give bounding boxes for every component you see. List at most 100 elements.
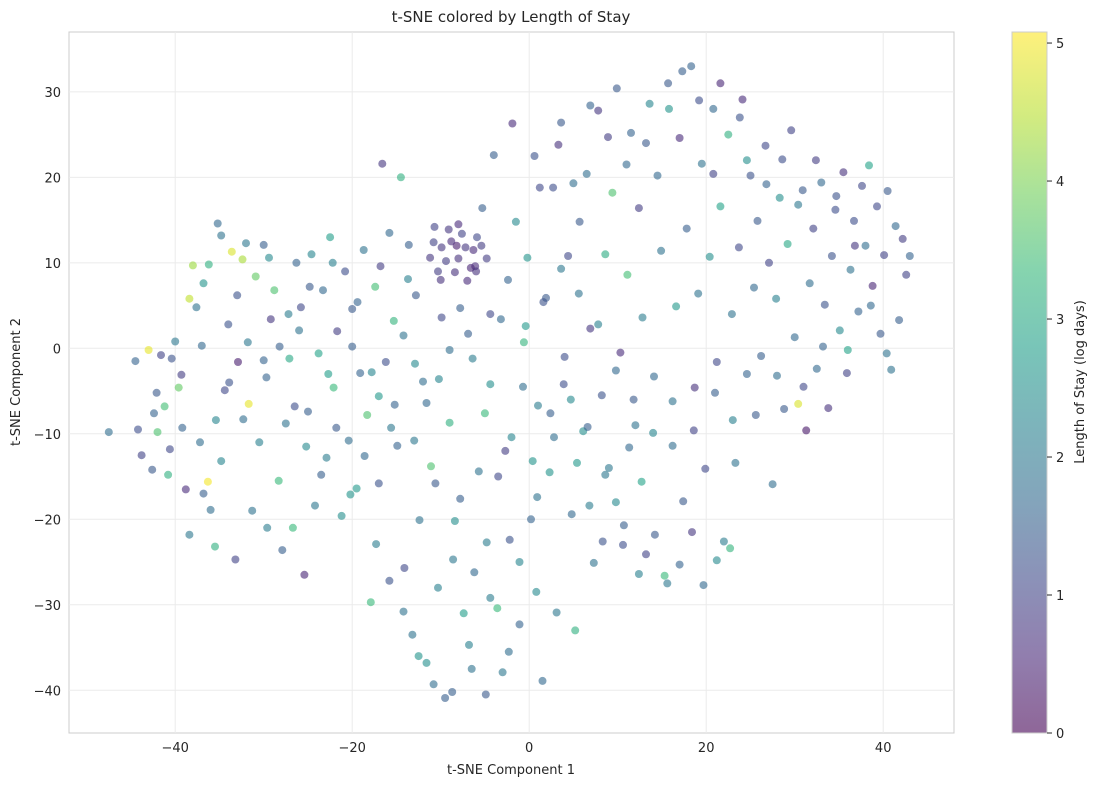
data-point [832,192,841,201]
data-point [902,270,911,279]
data-point [742,156,751,165]
data-point [905,252,914,260]
data-point [360,452,369,460]
data-point [705,252,714,261]
data-point [486,593,495,602]
data-point [376,262,385,271]
data-point [300,570,309,579]
data-point [738,95,747,104]
data-point [751,411,760,419]
data-point [519,382,527,391]
data-point [712,358,721,366]
data-point [532,587,541,596]
data-point [419,377,427,386]
data-point [482,538,491,547]
colorbar-tick-label: 4 [1056,175,1064,190]
data-point [515,620,524,629]
data-point [213,219,222,228]
data-point [131,357,140,366]
data-point [757,352,766,360]
data-point [284,310,293,319]
data-point [660,571,669,580]
data-point [727,310,736,319]
data-point [137,451,146,460]
data-point [811,156,820,165]
data-point [865,161,873,170]
data-point [538,676,547,685]
data-point [314,349,323,358]
data-point [850,216,858,225]
data-point [319,286,327,295]
data-point [463,276,472,285]
data-point [511,217,520,226]
data-point [164,470,173,479]
data-point [481,690,490,699]
data-point [445,418,454,427]
colorbar-frame [1011,31,1048,734]
data-point [152,388,161,397]
data-point [317,470,326,479]
data-point [619,521,628,530]
data-point [233,291,242,300]
data-point [539,298,548,307]
data-point [638,313,647,322]
data-point [295,326,304,335]
data-point [285,354,294,363]
data-point [564,252,573,260]
data-point [311,501,319,510]
data-point [465,640,473,649]
y-tick-label: −40 [34,684,61,699]
data-point [498,668,507,677]
data-point [426,253,435,262]
data-point [304,407,312,416]
data-point [842,369,851,378]
data-point [731,458,740,467]
x-axis-ticks: −40 −20 0 20 40 [161,741,891,756]
data-point [302,442,311,451]
data-point [469,246,478,254]
data-point [441,694,450,702]
data-point [234,358,242,366]
data-point [672,302,681,311]
data-point [642,139,650,148]
data-point [566,395,575,404]
colorbar-tick-label: 2 [1056,451,1064,466]
data-point [328,258,337,267]
data-point [649,428,658,437]
data-point [895,316,904,325]
data-point [493,604,502,613]
data-point [434,583,442,592]
data-point [367,368,376,377]
y-tick-label: 30 [44,86,61,101]
data-point [461,243,470,252]
data-point [292,258,301,267]
data-point [404,275,412,284]
data-point [389,316,398,325]
data-point [668,397,677,406]
data-point [474,467,483,476]
data-point [634,204,643,213]
data-point [259,240,268,249]
data-point [178,423,187,432]
data-point [528,457,537,466]
data-point [530,152,539,160]
data-point [761,141,770,150]
data-point [765,258,773,267]
data-point [611,498,620,507]
data-point [348,342,357,351]
data-point [225,378,234,387]
data-point [281,419,290,428]
data-point [467,664,476,673]
data-point [144,346,153,354]
data-point [515,558,524,566]
data-point [521,322,530,331]
data-point [473,233,481,242]
data-point [699,581,708,590]
data-point [805,279,814,288]
data-point [569,179,578,188]
data-point [631,421,640,430]
data-point [356,369,365,378]
data-point [185,530,194,539]
data-point [574,289,583,298]
data-point [242,239,250,248]
